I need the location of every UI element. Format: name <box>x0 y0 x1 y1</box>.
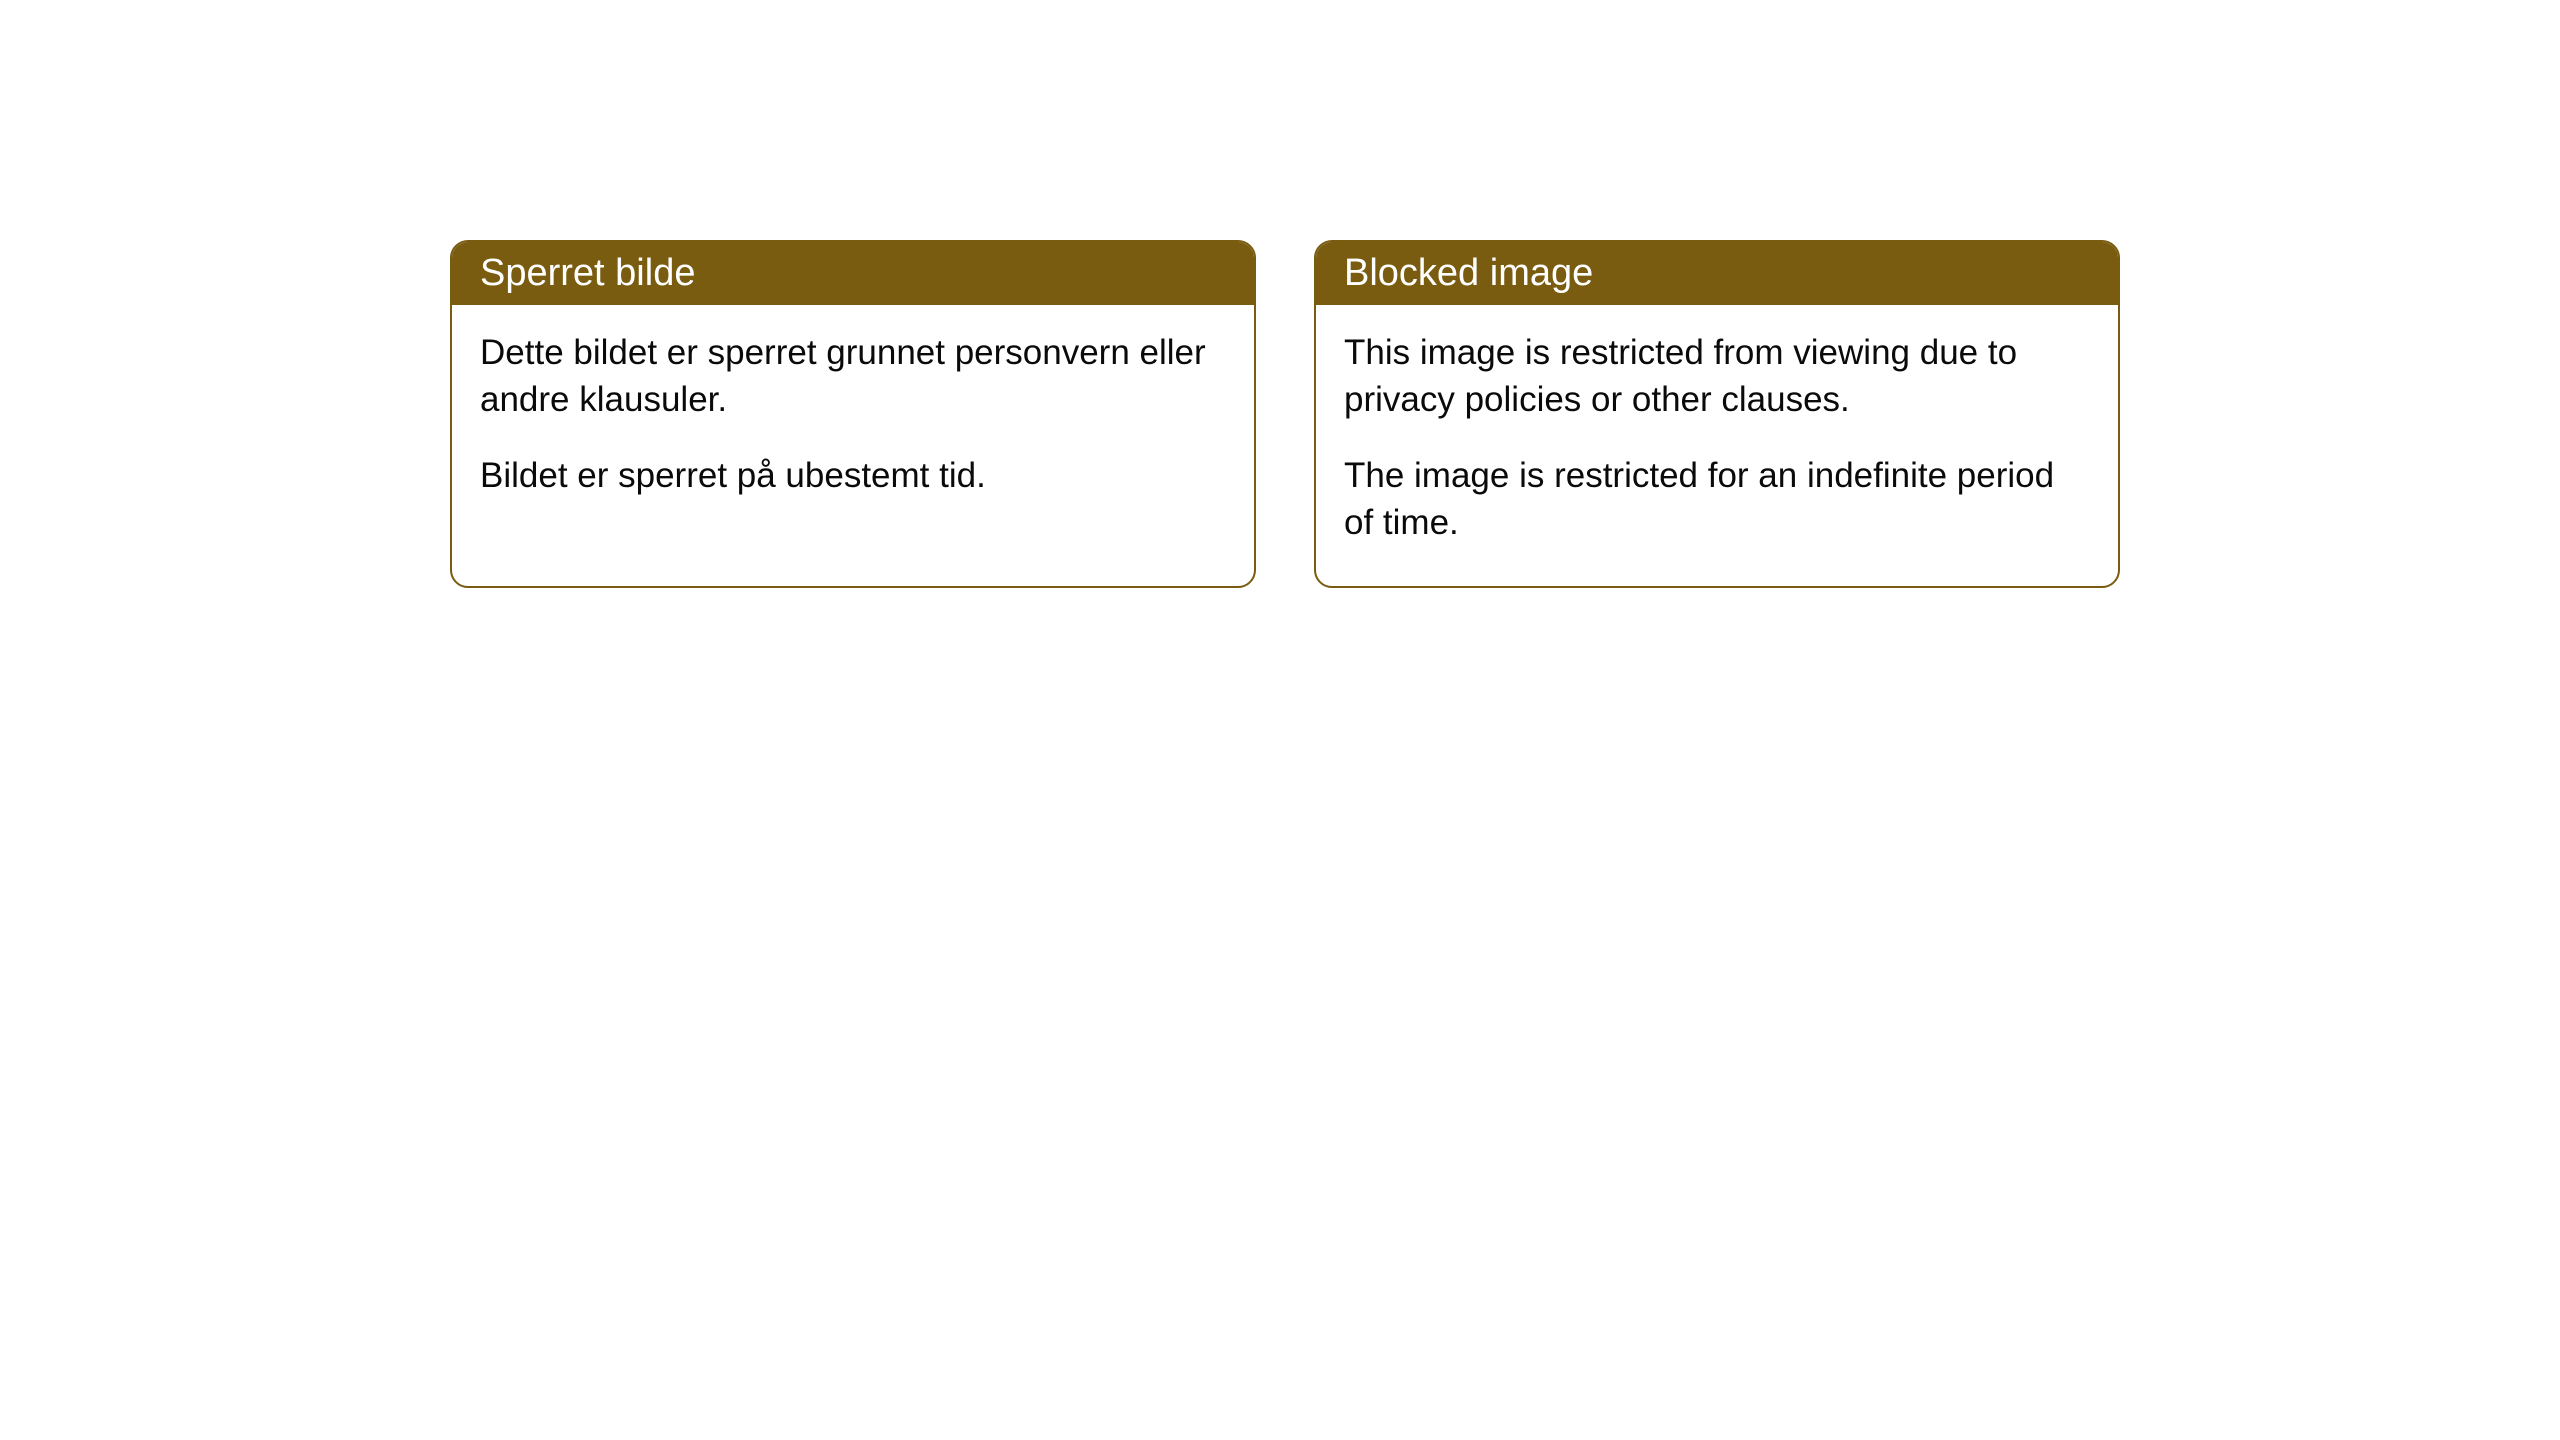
card-paragraph: Bildet er sperret på ubestemt tid. <box>480 452 1226 499</box>
card-header-no: Sperret bilde <box>452 242 1254 305</box>
card-body-en: This image is restricted from viewing du… <box>1316 305 2118 586</box>
card-paragraph: Dette bildet er sperret grunnet personve… <box>480 329 1226 424</box>
cards-container: Sperret bilde Dette bildet er sperret gr… <box>450 240 2120 588</box>
card-body-no: Dette bildet er sperret grunnet personve… <box>452 305 1254 539</box>
card-header-en: Blocked image <box>1316 242 2118 305</box>
card-paragraph: This image is restricted from viewing du… <box>1344 329 2090 424</box>
blocked-image-card-en: Blocked image This image is restricted f… <box>1314 240 2120 588</box>
card-paragraph: The image is restricted for an indefinit… <box>1344 452 2090 547</box>
blocked-image-card-no: Sperret bilde Dette bildet er sperret gr… <box>450 240 1256 588</box>
